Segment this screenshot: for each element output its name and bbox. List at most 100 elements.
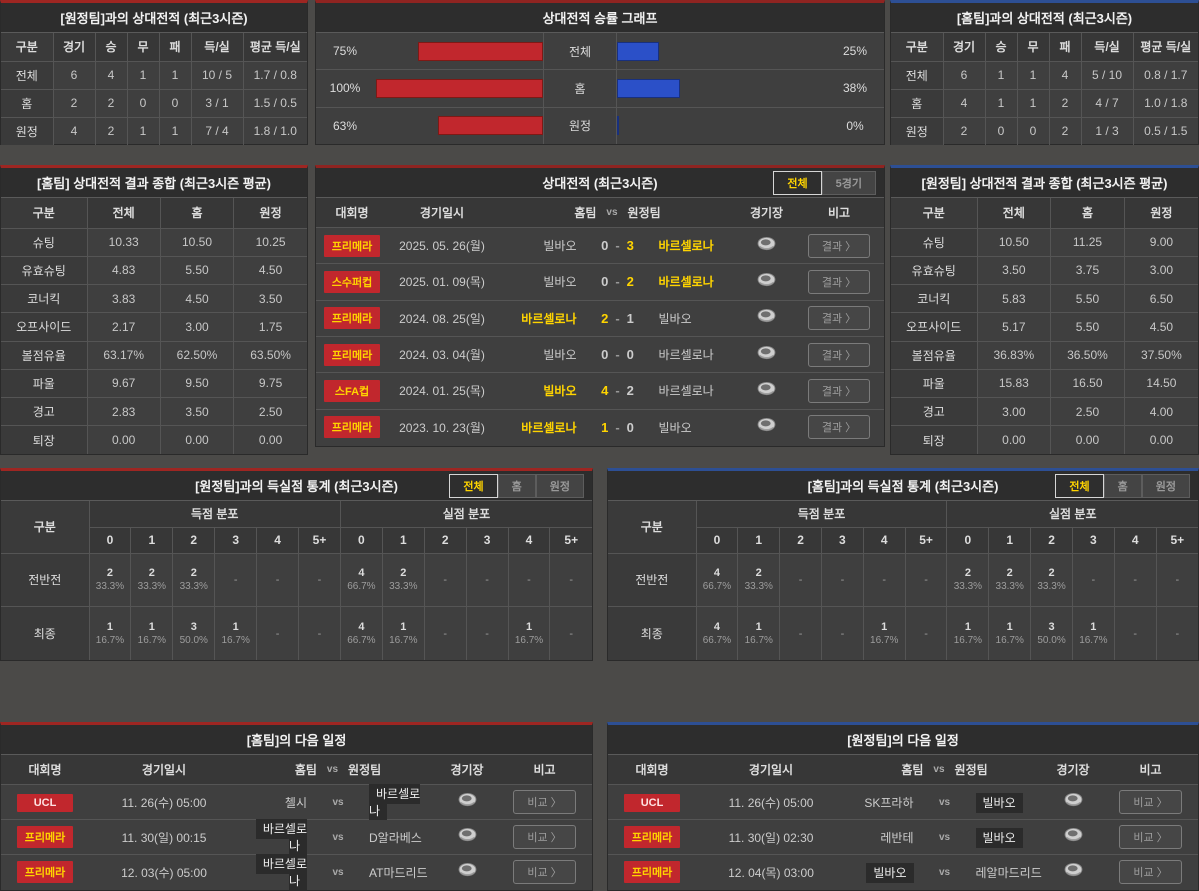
goal-stats-row: 최종 1 16.7% 1 16.7% 3 50.0% 1 16.7% - -4 66.7% 1 16.7%… (1, 606, 592, 660)
goal-stats-tabs: 전체 홈 원정 (449, 473, 584, 498)
tab-away[interactable]: 원정 (1141, 473, 1190, 498)
count-value: 4 (358, 567, 365, 580)
away-team-name: AT마드리드 (363, 864, 437, 881)
result-button[interactable]: 결과 〉 (807, 306, 871, 331)
compare-button[interactable]: 비교 〉 (1119, 790, 1182, 814)
bin-header: 5+ (1155, 526, 1198, 554)
match-teams: 빌바오 0-3 바르셀로나 (496, 237, 739, 254)
goal-dist-cell: - (1113, 606, 1157, 660)
row-label: 볼점유율 (1, 340, 88, 370)
match-score: 4-2 (583, 383, 653, 398)
league-badge: UCL (17, 793, 73, 812)
stadium-icon[interactable] (757, 308, 776, 323)
compare-button[interactable]: 비교 〉 (1119, 825, 1182, 849)
tab-all[interactable]: 전체 (1055, 473, 1104, 498)
bin-header: 1 (381, 526, 425, 554)
percent-value: 16.7% (137, 635, 167, 646)
tab-last5[interactable]: 5경기 (821, 170, 876, 195)
match-teams: 빌바오 vs 레알마드리드 (846, 862, 1044, 883)
note-cell: 결과 〉 (794, 378, 884, 403)
stadium-icon[interactable] (757, 417, 776, 432)
match-teams: 빌바오 4-2 바르셀로나 (496, 382, 739, 399)
graph-row: 100% 홈 38% (316, 69, 884, 107)
home-team-name: 바르셀로나 (239, 819, 313, 856)
stadium-icon[interactable] (1064, 827, 1083, 842)
stadium-icon[interactable] (458, 827, 477, 842)
compare-button[interactable]: 비교 〉 (513, 825, 576, 849)
count-value: 1 (964, 621, 971, 633)
stadium-icon[interactable] (1064, 862, 1083, 877)
stadium-icon[interactable] (757, 236, 776, 251)
away-team-name: D알라베스 (363, 829, 437, 846)
tab-all[interactable]: 전체 (773, 170, 822, 195)
panel-title-text: [홈팀]과의 득실점 통계 (최근3시즌) (807, 479, 999, 494)
h2h-tabs: 전체 5경기 (773, 170, 876, 195)
match-row: 프리메라 2025. 05. 26(월) 빌바오 0-3 바르셀로나 결과 〉 (316, 228, 884, 265)
note-cell: 비교 〉 (497, 790, 592, 814)
count-value: 1 (755, 621, 762, 633)
cell-value: 5.50 (1050, 283, 1125, 314)
home-team-text: 바르셀로나 (255, 854, 307, 891)
goal-stats-tabs: 전체 홈 원정 (1055, 473, 1190, 498)
panel-title: [원정팀]과의 득실점 통계 (최근3시즌) 전체 홈 원정 (1, 471, 592, 501)
tab-away[interactable]: 원정 (535, 473, 584, 498)
stadium-icon[interactable] (757, 381, 776, 396)
away-team-name: 빌바오 (658, 420, 692, 435)
stadium-cell (739, 308, 794, 328)
cell-value: 3.75 (1050, 255, 1125, 286)
count-value: 4 (713, 567, 720, 580)
tab-all[interactable]: 전체 (449, 473, 498, 498)
table-row: 슈팅 10.33 10.50 10.25 (1, 228, 307, 257)
cell-value: 1.0 / 1.8 (1132, 88, 1198, 118)
cell-value: 36.83% (976, 340, 1052, 370)
stadium-icon[interactable] (1064, 792, 1083, 807)
cell-value: 15.83 (976, 368, 1052, 399)
stadium-icon[interactable] (458, 792, 477, 807)
home-winrate-bar (437, 116, 543, 136)
col-header-date: 경기일시 (141, 763, 187, 777)
away-team-name: 레알마드리드 (970, 864, 1044, 881)
tab-home[interactable]: 홈 (1103, 473, 1142, 498)
cell-value: 1 / 3 (1080, 116, 1134, 145)
col-header-teams: 홈팀 vs 원정팀 (239, 761, 437, 778)
bin-header: 4 (507, 526, 551, 554)
row-label: 파울 (1, 368, 88, 399)
compare-button[interactable]: 비교 〉 (513, 860, 576, 884)
bin-header: 5+ (298, 526, 341, 554)
cell-value: 0.00 (159, 425, 235, 454)
result-button[interactable]: 결과 〉 (807, 269, 871, 294)
cell-value: 10.33 (86, 228, 161, 257)
cell-value: 0 (1016, 116, 1050, 145)
count-value: 4 (713, 621, 720, 633)
tab-home[interactable]: 홈 (497, 473, 536, 498)
stadium-cell (437, 792, 497, 812)
score-dash: - (615, 274, 620, 290)
compare-button[interactable]: 비교 〉 (1119, 860, 1182, 884)
result-button[interactable]: 결과 〉 (807, 378, 871, 403)
row-label: 퇴장 (891, 425, 978, 454)
cell-value: 3.00 (976, 396, 1052, 427)
result-button[interactable]: 결과 〉 (807, 342, 871, 367)
home-team-text: 빌바오 (866, 862, 914, 883)
away-team-name: 바르셀로나 (363, 784, 437, 821)
compare-button[interactable]: 비교 〉 (513, 790, 576, 814)
goal-dist-cell: - (423, 553, 467, 607)
stadium-icon[interactable] (757, 345, 776, 360)
left-bar-wrap (374, 78, 543, 98)
count-value: 2 (400, 567, 407, 580)
match-row: 프리메라 2024. 08. 25(일) 바르셀로나 2-1 빌바오 결과 〉 (316, 300, 884, 337)
percent-value: 33.3% (1037, 581, 1066, 593)
stadium-cell (437, 827, 497, 847)
cell-value: 6 (52, 61, 96, 90)
schedule-row: 프리메라 11. 30(일) 00:15 바르셀로나 vs D알라베스 비교 〉 (1, 819, 592, 856)
stadium-icon[interactable] (757, 272, 776, 287)
col-header-vs: vs (933, 764, 945, 775)
count-value: 3 (1048, 621, 1055, 633)
stadium-icon[interactable] (458, 862, 477, 877)
result-button[interactable]: 결과 〉 (807, 233, 871, 258)
note-cell: 비교 〉 (497, 860, 592, 884)
left-percent-label: 63% (332, 118, 358, 133)
result-button[interactable]: 결과 〉 (807, 415, 871, 440)
panel-title: [홈팀] 상대전적 결과 종합 (최근3시즌 평균) (1, 168, 307, 198)
row-label: 슈팅 (1, 228, 88, 257)
